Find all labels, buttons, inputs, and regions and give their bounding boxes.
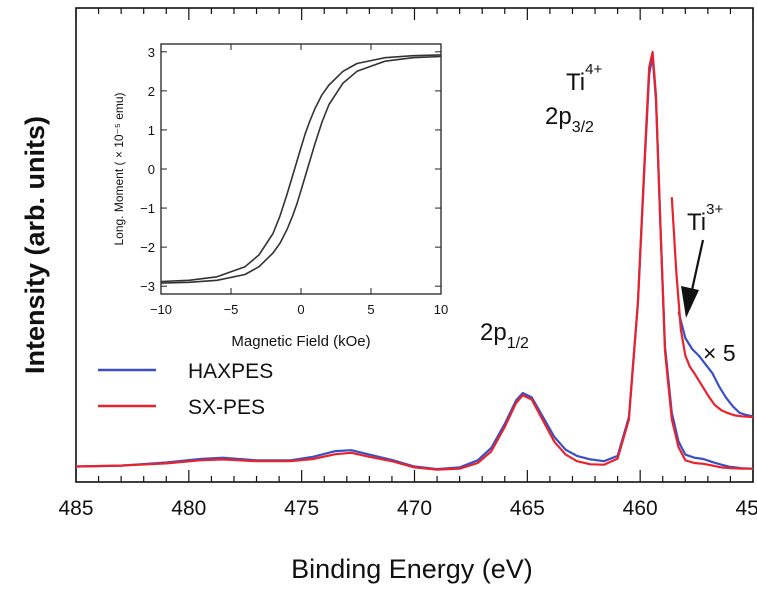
- series-line-sx-pes: [75, 50, 753, 471]
- inset-y-tick-label: 3: [148, 45, 155, 60]
- legend-label-sxpes: SX-PES: [188, 396, 265, 419]
- x-tick-label: 460: [623, 497, 658, 520]
- x-tick-label: 480: [171, 497, 206, 520]
- ti3-arrow-head: [681, 286, 699, 318]
- p12-subscript: 1/2: [507, 335, 529, 352]
- inset-hysteresis-branch-1: [160, 54, 442, 283]
- series-line-haxpes-x5: [677, 311, 754, 418]
- ti3-base: Ti: [687, 209, 706, 236]
- main-x-ticks: 485 480 475 470 465 460 455: [58, 8, 757, 520]
- inset-x-tick-label: −10: [150, 302, 172, 317]
- main-x-axis-label: Binding Energy (eV): [291, 554, 533, 584]
- inset-x-tick-label: 0: [297, 302, 304, 317]
- legend-label-haxpes: HAXPES: [188, 360, 273, 383]
- ti4-annotation: Ti4+ 2p3/2: [545, 61, 602, 136]
- legend: HAXPES SX-PES: [98, 360, 273, 419]
- x-tick-label: 465: [510, 497, 545, 520]
- ti3-superscript: 3+: [706, 201, 723, 218]
- inset-y-tick-label: −2: [140, 240, 155, 255]
- inset-y-tick-label: 2: [148, 84, 155, 99]
- ti3-label: Ti3+: [687, 201, 723, 236]
- inset-x-tick-label: 10: [434, 302, 448, 317]
- ti4-subscript: 3/2: [572, 119, 594, 136]
- ti3-arrow-shaft: [690, 239, 705, 291]
- x-tick-label: 470: [397, 497, 432, 520]
- inset-series-group: [160, 54, 442, 284]
- series-line-haxpes: [75, 55, 754, 471]
- inset-y-tick-label: −3: [140, 279, 155, 294]
- x5-label: × 5: [703, 340, 736, 366]
- ti4-orbital: 2p: [545, 103, 572, 130]
- x-tick-label: 485: [58, 497, 93, 520]
- p12-orbital: 2p: [480, 319, 507, 346]
- inset-y-axis-label: Long. Moment ( × 10⁻⁵ emu): [112, 92, 126, 245]
- main-series-group: [75, 50, 754, 471]
- inset-hysteresis-branch-2: [160, 55, 442, 284]
- main-y-axis-label: Intensity (arb. units): [20, 116, 50, 374]
- inset-x-tick-label: −5: [224, 302, 239, 317]
- inset-y-tick-label: 0: [148, 162, 155, 177]
- ti4-label: Ti4+: [566, 61, 602, 96]
- x-tick-label: 455: [735, 497, 757, 520]
- p12-label: 2p1/2: [480, 319, 529, 352]
- ti4-orbital-label: 2p3/2: [545, 103, 594, 136]
- ti4-superscript: 4+: [585, 61, 602, 78]
- x-tick-label: 475: [284, 497, 319, 520]
- inset-frame: [160, 43, 442, 295]
- inset-y-tick-label: −1: [140, 201, 155, 216]
- inset-x-tick-label: 5: [367, 302, 374, 317]
- inset-y-tick-label: 1: [148, 123, 155, 138]
- ti4-base: Ti: [566, 69, 585, 96]
- series-line-sx-pes-x5: [670, 197, 754, 419]
- ti3-annotation: Ti3+: [681, 201, 723, 318]
- inset-x-axis-label: Magnetic Field (kOe): [231, 333, 370, 350]
